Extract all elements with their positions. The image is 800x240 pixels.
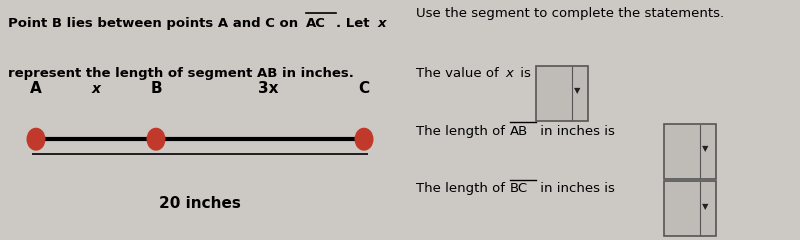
FancyBboxPatch shape <box>664 181 716 236</box>
Text: The value of: The value of <box>416 67 503 80</box>
Text: A: A <box>30 81 42 96</box>
Text: Use the segment to complete the statements.: Use the segment to complete the statemen… <box>416 7 724 20</box>
Text: . Let: . Let <box>336 17 374 30</box>
Text: BC: BC <box>510 182 528 195</box>
Text: C: C <box>358 81 370 96</box>
FancyBboxPatch shape <box>536 66 588 121</box>
Ellipse shape <box>27 128 45 150</box>
Text: ▼: ▼ <box>574 86 581 96</box>
Ellipse shape <box>355 128 373 150</box>
Text: B: B <box>150 81 162 96</box>
Text: Point B lies between points A and C on: Point B lies between points A and C on <box>8 17 302 30</box>
Text: 20 inches: 20 inches <box>159 196 241 211</box>
Ellipse shape <box>147 128 165 150</box>
Text: x: x <box>506 67 514 80</box>
Text: The length of: The length of <box>416 125 510 138</box>
Text: represent the length of segment AB in inches.: represent the length of segment AB in in… <box>8 67 354 80</box>
Text: in inches is: in inches is <box>536 182 615 195</box>
Text: x: x <box>378 17 386 30</box>
Text: ▼: ▼ <box>702 202 709 211</box>
Text: in inches is: in inches is <box>536 125 615 138</box>
Text: AC: AC <box>306 17 326 30</box>
Text: The length of: The length of <box>416 182 510 195</box>
Text: is: is <box>516 67 531 80</box>
Text: ▼: ▼ <box>702 144 709 153</box>
FancyBboxPatch shape <box>664 124 716 179</box>
Text: 3x: 3x <box>258 81 278 96</box>
Text: AB: AB <box>510 125 528 138</box>
Text: x: x <box>91 82 101 96</box>
